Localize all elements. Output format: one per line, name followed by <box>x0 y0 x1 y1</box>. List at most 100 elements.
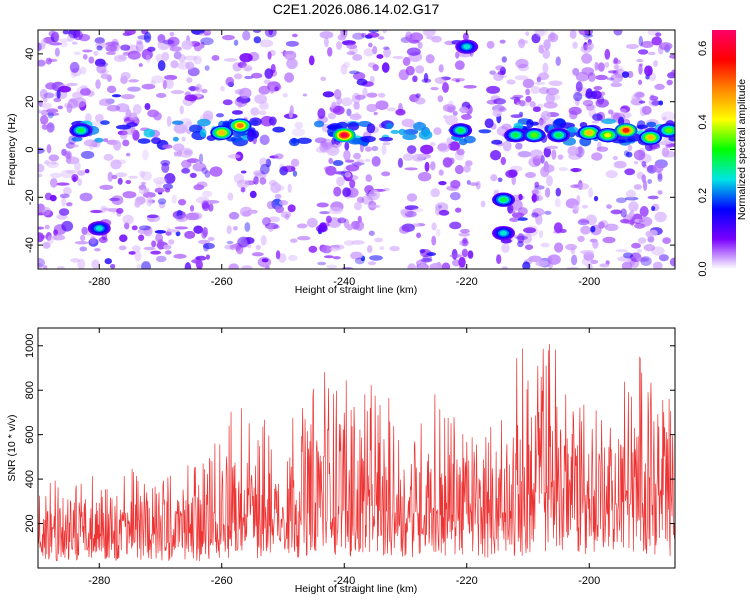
heatmap-cell <box>226 225 232 235</box>
heatmap-cell <box>117 177 123 185</box>
heatmap-cell <box>157 39 170 51</box>
heatmap-cell <box>173 123 188 134</box>
heatmap-cell <box>50 161 57 165</box>
heatmap-cell <box>588 187 594 198</box>
heatmap-cell <box>506 79 516 85</box>
heatmap-cell <box>442 82 449 93</box>
heatmap-cell <box>38 257 45 268</box>
heatmap-cell <box>509 210 516 214</box>
heatmap-cell <box>324 36 329 48</box>
heatmap-cell <box>204 170 211 178</box>
heatmap-cell <box>177 198 187 206</box>
heatmap-cell <box>661 111 675 122</box>
heatmap-cell <box>203 242 215 250</box>
heatmap-cell <box>205 199 220 204</box>
heatmap-cell <box>287 204 296 213</box>
heatmap-cell <box>448 141 461 151</box>
heatmap-cell <box>417 171 432 182</box>
heatmap-cell <box>308 245 318 253</box>
heatmap-cell <box>353 101 360 110</box>
heatmap-cell <box>272 126 286 133</box>
heatmap-cell <box>636 124 648 129</box>
heatmap-cell <box>493 98 506 105</box>
heatmap-cell <box>134 200 141 208</box>
heatmap-cell <box>53 229 58 236</box>
heatmap-cell <box>620 218 630 224</box>
heatmap-cell <box>73 51 81 56</box>
heatmap-cell <box>136 263 142 269</box>
heatmap-cell <box>207 236 215 242</box>
heatmap-cell <box>515 142 523 150</box>
heatmap-cell <box>641 105 652 115</box>
heatmap-cell <box>433 127 442 135</box>
heatmap-cell <box>270 69 278 77</box>
heatmap-cell <box>458 232 471 237</box>
heatmap-cell <box>601 118 616 124</box>
heatmap-cell <box>138 225 151 231</box>
heatmap-cell <box>233 173 245 184</box>
heatmap-cell <box>638 49 649 55</box>
heatmap-cell <box>201 202 210 212</box>
heatmap-cell <box>658 42 673 51</box>
heatmap-cell <box>336 41 343 50</box>
heatmap-cell <box>290 238 298 243</box>
colorbar-tick-label: 0.6 <box>697 41 709 56</box>
heatmap-cell <box>49 178 58 188</box>
heatmap-cell <box>415 93 421 99</box>
heatmap-cell <box>181 136 186 142</box>
heatmap-cell <box>59 193 70 199</box>
heatmap-cell <box>197 118 211 127</box>
heatmap-hotspot <box>340 132 348 138</box>
heatmap-cell <box>63 186 72 196</box>
heatmap-cell <box>40 38 47 47</box>
heatmap-cell <box>625 189 636 199</box>
heatmap-cell <box>315 146 330 154</box>
heatmap-cell <box>567 145 579 156</box>
heatmap-cell <box>122 51 131 56</box>
heatmap-cell <box>417 263 429 269</box>
heatmap-cell <box>448 100 454 107</box>
figure-title: C2E1.2026.086.14.02.G17 <box>273 1 440 17</box>
heatmap-cell <box>576 194 581 206</box>
heatmap-cell <box>236 179 250 189</box>
heatmap-cell <box>662 116 667 121</box>
heatmap-cell <box>100 205 107 213</box>
heatmap-cell <box>368 42 373 48</box>
heatmap-cell <box>195 255 207 261</box>
heatmap-cell <box>143 246 156 251</box>
heatmap-cell <box>239 52 253 63</box>
heatmap-cell <box>644 65 653 77</box>
heatmap-cell <box>57 105 63 110</box>
heatmap-cell <box>258 85 271 95</box>
heatmap-cell <box>121 94 135 100</box>
heatmap-cell <box>517 150 532 158</box>
heatmap-cell <box>480 200 486 208</box>
heatmap-cell <box>317 261 327 266</box>
heatmap-cell <box>368 230 375 236</box>
heatmap-cell <box>150 250 162 255</box>
heatmap-cell <box>258 110 267 116</box>
heatmap-cell <box>636 59 644 63</box>
heatmap-cell <box>192 162 207 172</box>
heatmap-cell <box>531 33 541 44</box>
heatmap-cell <box>79 234 86 242</box>
heatmap-y-axis-label: Frequency (Hz) <box>6 113 18 185</box>
heatmap-cell <box>412 75 418 83</box>
heatmap-cell <box>237 101 243 109</box>
heatmap-cell <box>407 263 417 269</box>
heatmap-cell <box>259 163 270 175</box>
heatmap-cell <box>344 141 350 151</box>
heatmap-cell <box>77 170 86 176</box>
heatmap-cell <box>478 129 492 134</box>
x-tick-label: -260 <box>211 276 233 288</box>
heatmap-cell <box>154 187 165 193</box>
heatmap-cell <box>569 30 577 39</box>
heatmap-cell <box>319 211 330 215</box>
heatmap-cell <box>250 107 260 116</box>
heatmap-cell <box>337 217 347 224</box>
heatmap-cell <box>127 50 141 60</box>
heatmap-cell <box>254 94 268 104</box>
heatmap-cell <box>114 159 127 165</box>
heatmap-cell <box>349 113 362 121</box>
heatmap-cell <box>294 121 304 129</box>
